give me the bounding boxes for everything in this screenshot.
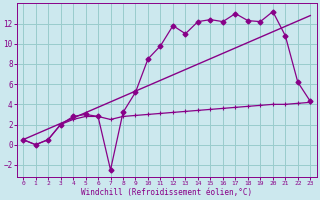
X-axis label: Windchill (Refroidissement éolien,°C): Windchill (Refroidissement éolien,°C): [81, 188, 252, 197]
